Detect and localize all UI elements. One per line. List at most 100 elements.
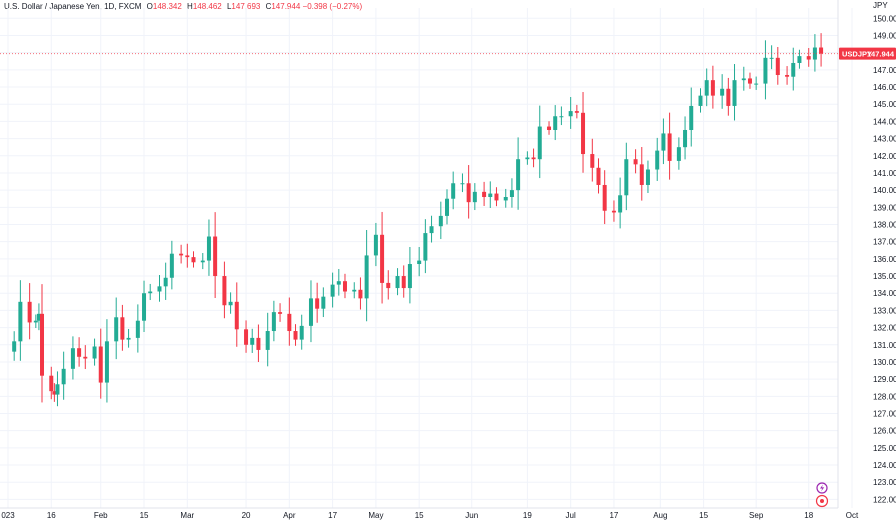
x-tick-label: 15: [699, 511, 708, 520]
candle-body: [797, 56, 802, 63]
candle-body: [445, 198, 450, 216]
candle-body: [114, 317, 119, 342]
candle-body: [206, 236, 211, 261]
legend-close: 147.944: [271, 2, 301, 11]
candle-body: [278, 312, 283, 314]
lightning-icon-glyph: [820, 484, 825, 492]
candle-body: [754, 83, 759, 85]
candle-body: [265, 331, 270, 350]
candle-body: [710, 80, 715, 96]
x-tick-label: Aug: [653, 511, 667, 520]
candle-body: [126, 337, 131, 340]
candle-body: [574, 111, 579, 113]
y-tick-label: 138.000: [873, 220, 896, 229]
y-tick-label: 143.000: [873, 135, 896, 144]
x-tick-label: 15: [140, 511, 149, 520]
candle-body: [250, 337, 255, 345]
candle-body: [537, 126, 542, 160]
y-tick-label: 135.000: [873, 272, 896, 281]
target-icon-dot: [820, 499, 824, 503]
candle-body: [763, 57, 768, 84]
x-tick-label: 15: [415, 511, 424, 520]
candle-body: [451, 183, 456, 199]
legend-title: U.S. Dollar / Japanese Yen, 1D, FXCM: [4, 2, 142, 11]
candle-body: [364, 255, 369, 299]
candle-body: [568, 111, 573, 117]
candle-body: [407, 264, 412, 289]
y-tick-label: 150.000: [873, 14, 896, 23]
candle-body: [466, 183, 471, 203]
candle-body: [142, 293, 147, 321]
price-badge: [839, 47, 896, 60]
candle-body: [516, 159, 521, 191]
y-tick-label: 134.000: [873, 289, 896, 298]
candle-body: [191, 257, 196, 263]
x-tick-label: Apr: [283, 511, 296, 520]
candle-body: [27, 301, 32, 323]
candle-body: [726, 88, 731, 106]
candle-body: [720, 88, 725, 96]
axis-currency-label: JPY: [873, 1, 888, 10]
y-tick-label: 140.000: [873, 186, 896, 195]
candle-body: [806, 56, 811, 60]
candle-body: [429, 226, 434, 234]
y-tick-label: 131.000: [873, 341, 896, 350]
candle-body: [553, 116, 558, 130]
candle-body: [559, 116, 564, 118]
candle-body: [417, 260, 422, 265]
candle-body: [704, 80, 709, 96]
candle-body: [148, 291, 153, 294]
candle-body: [336, 281, 341, 285]
candle-body: [135, 320, 140, 338]
candle-body: [741, 78, 746, 81]
candle-body: [667, 133, 672, 161]
candle-body: [61, 368, 66, 385]
legend-high-label: H: [187, 2, 193, 11]
candle-body: [92, 346, 97, 359]
candle-body: [228, 301, 233, 306]
y-tick-label: 146.000: [873, 83, 896, 92]
candle-body: [819, 47, 824, 54]
y-tick-label: 122.000: [873, 495, 896, 504]
candle-body: [503, 197, 508, 201]
candle-body: [769, 57, 774, 59]
candle-body: [661, 133, 666, 151]
candle-body: [602, 184, 607, 211]
legend-low: 147.693: [231, 2, 261, 11]
candle-body: [40, 313, 45, 376]
candle-body: [525, 157, 530, 160]
candle-body: [271, 312, 276, 332]
x-tick-label: 19: [523, 511, 532, 520]
candle-body: [438, 215, 443, 227]
candle-body: [509, 190, 514, 198]
candle-body: [12, 341, 17, 352]
y-tick-label: 141.000: [873, 169, 896, 178]
candle-body: [785, 75, 790, 77]
candle-body: [655, 150, 660, 170]
y-tick-label: 145.000: [873, 100, 896, 109]
price-badge-value: 147.944: [867, 50, 895, 59]
y-tick-label: 144.000: [873, 117, 896, 126]
candle-body: [812, 47, 817, 60]
candle-body: [395, 276, 400, 289]
candle-body: [299, 325, 304, 340]
candle-body: [482, 191, 487, 198]
x-tick-label: 18: [804, 511, 813, 520]
x-tick-label: Oct: [846, 511, 859, 520]
candle-body: [256, 337, 261, 350]
candle-body: [98, 346, 103, 383]
x-tick-label: 17: [609, 511, 618, 520]
candle-body: [83, 356, 88, 359]
candle-body: [293, 331, 298, 340]
candle-body: [321, 296, 326, 309]
candle-body: [49, 375, 54, 392]
candle-body: [308, 298, 313, 326]
candle-body: [18, 301, 23, 342]
candle-body: [590, 154, 595, 168]
candle-body: [618, 195, 623, 213]
candle-body: [633, 159, 638, 165]
x-tick-label: 17: [328, 511, 337, 520]
candle-body: [401, 276, 406, 289]
legend-close-label: C: [265, 2, 272, 11]
